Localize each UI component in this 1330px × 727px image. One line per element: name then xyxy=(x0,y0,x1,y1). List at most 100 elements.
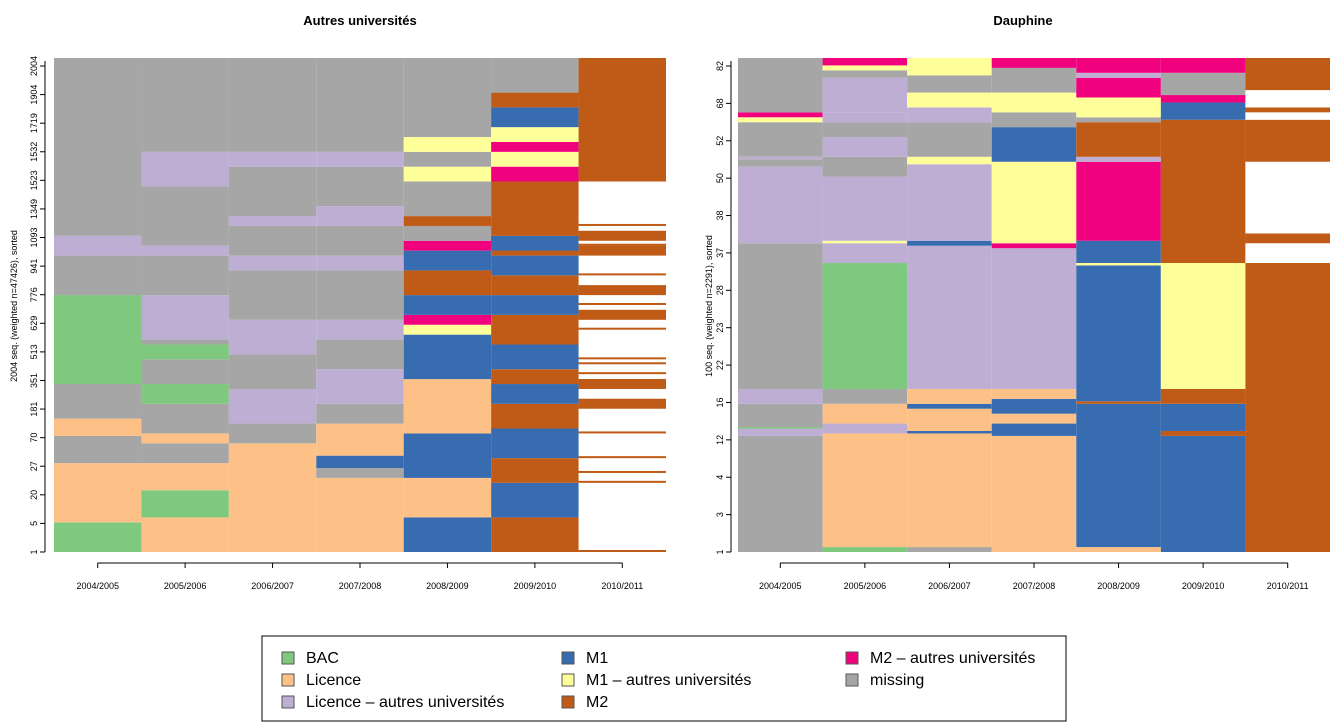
sequence-segment xyxy=(907,156,992,165)
legend-swatch xyxy=(281,695,295,709)
sequence-segment xyxy=(822,112,908,123)
y-tick-label: 1523 xyxy=(29,170,39,190)
sequence-segment xyxy=(1160,403,1246,431)
sequence-segment xyxy=(991,161,1077,244)
sequence-segment xyxy=(578,362,666,365)
sequence-segment xyxy=(1076,122,1161,157)
sequence-segment xyxy=(316,403,404,424)
sequence-segment xyxy=(578,273,666,276)
sequence-segment xyxy=(907,240,992,246)
sequence-segment xyxy=(1245,107,1330,113)
y-tick-label: 1349 xyxy=(29,199,39,219)
sequence-segment xyxy=(578,456,666,459)
sequence-segment xyxy=(578,303,666,305)
legend-swatch xyxy=(561,651,575,665)
sequence-segment xyxy=(403,379,492,434)
sequence-segment xyxy=(491,92,579,108)
sequence-segment xyxy=(491,458,579,483)
y-tick-label: 1 xyxy=(29,549,39,554)
y-tick-label: 1904 xyxy=(29,85,39,105)
sequence-segment xyxy=(141,490,229,518)
sequence-segment xyxy=(141,384,229,404)
sequence-segment xyxy=(907,408,992,429)
sequence-segment xyxy=(907,107,992,123)
sequence-segment xyxy=(491,166,579,182)
legend-label: M1 – autres universités xyxy=(586,672,751,689)
x-tick-label: 2008/2009 xyxy=(426,581,469,591)
sequence-segment xyxy=(228,423,317,444)
sequence-segment xyxy=(228,354,317,389)
sequence-segment xyxy=(403,295,492,315)
legend-label: Licence xyxy=(306,672,361,689)
y-tick-label: 82 xyxy=(715,61,725,71)
sequence-segment xyxy=(403,270,492,296)
y-tick-label: 50 xyxy=(715,173,725,183)
sequence-segment xyxy=(1076,161,1161,241)
y-tick-label: 16 xyxy=(715,397,725,407)
sequence-segment xyxy=(822,99,908,113)
sequence-segment xyxy=(491,141,579,152)
sequence-segment xyxy=(1076,403,1161,548)
sequence-segment xyxy=(316,339,404,370)
sequence-segment xyxy=(316,151,404,167)
sequence-segment xyxy=(1160,430,1246,436)
x-tick-label: 2008/2009 xyxy=(1097,581,1140,591)
sequence-segment xyxy=(907,267,992,389)
sequence-segment xyxy=(54,255,142,296)
sequence-segment xyxy=(1076,97,1161,118)
sequence-segment xyxy=(1076,72,1161,78)
sequence-segment xyxy=(141,58,229,152)
y-tick-label: 12 xyxy=(715,435,725,445)
chart-autres-universites: Autres universités 1 5 20 27 70 181 351 513 629 7… xyxy=(9,13,666,591)
legend-label: missing xyxy=(870,672,924,689)
sequence-segment xyxy=(54,295,142,385)
sequence-segment xyxy=(228,319,317,355)
sequence-segment xyxy=(907,403,992,409)
sequence-segment xyxy=(1160,72,1246,96)
x-tick-label: 2006/2007 xyxy=(928,581,971,591)
y-tick-label: 20 xyxy=(29,490,39,500)
sequence-segment xyxy=(738,117,823,123)
sequence-segment xyxy=(1076,265,1161,402)
sequence-segment xyxy=(1076,117,1161,123)
sequence-segment xyxy=(822,176,908,241)
sequence-segment xyxy=(991,388,1077,399)
sequence-segment xyxy=(1160,388,1246,404)
y-tick-label: 68 xyxy=(715,98,725,108)
sequence-segment xyxy=(738,403,823,428)
sequence-segment xyxy=(1160,58,1246,73)
sequence-segment xyxy=(1160,263,1246,389)
y-tick-label: 1532 xyxy=(29,142,39,162)
y-tick-label: 23 xyxy=(715,323,725,333)
sequence-segment xyxy=(1076,77,1161,98)
sequence-segment xyxy=(491,275,579,296)
sequence-segment xyxy=(54,418,142,436)
sequence-segment xyxy=(822,423,908,434)
sequence-segment xyxy=(578,245,666,256)
legend-swatch xyxy=(845,673,859,687)
sequence-segment xyxy=(1160,119,1246,264)
sequence-segment xyxy=(738,166,823,244)
y-tick-label: 2004 xyxy=(29,56,39,76)
sequence-segment xyxy=(403,250,492,271)
sequence-segment xyxy=(403,151,492,167)
y-tick-label: 776 xyxy=(29,287,39,302)
legend-label: M2 – autres universités xyxy=(870,650,1035,667)
sequence-segment xyxy=(822,243,908,264)
y-tick-label: 1719 xyxy=(29,113,39,133)
y-tick-label: 4 xyxy=(715,475,725,480)
sequence-segment xyxy=(1160,95,1246,103)
sequence-segment xyxy=(991,398,1077,414)
legend-swatch xyxy=(845,651,859,665)
y-tick-label: 1093 xyxy=(29,228,39,248)
sequence-segment xyxy=(141,339,229,345)
sequence-segment xyxy=(1076,58,1161,73)
sequence-segment xyxy=(403,225,492,241)
sequence-segment xyxy=(578,398,666,409)
sequence-segment xyxy=(491,58,579,93)
sequence-segment xyxy=(578,327,666,330)
sequence-segment xyxy=(822,403,908,424)
sequence-segment xyxy=(228,443,317,552)
sequence-segment xyxy=(907,547,992,552)
sequence-segment xyxy=(491,235,579,251)
